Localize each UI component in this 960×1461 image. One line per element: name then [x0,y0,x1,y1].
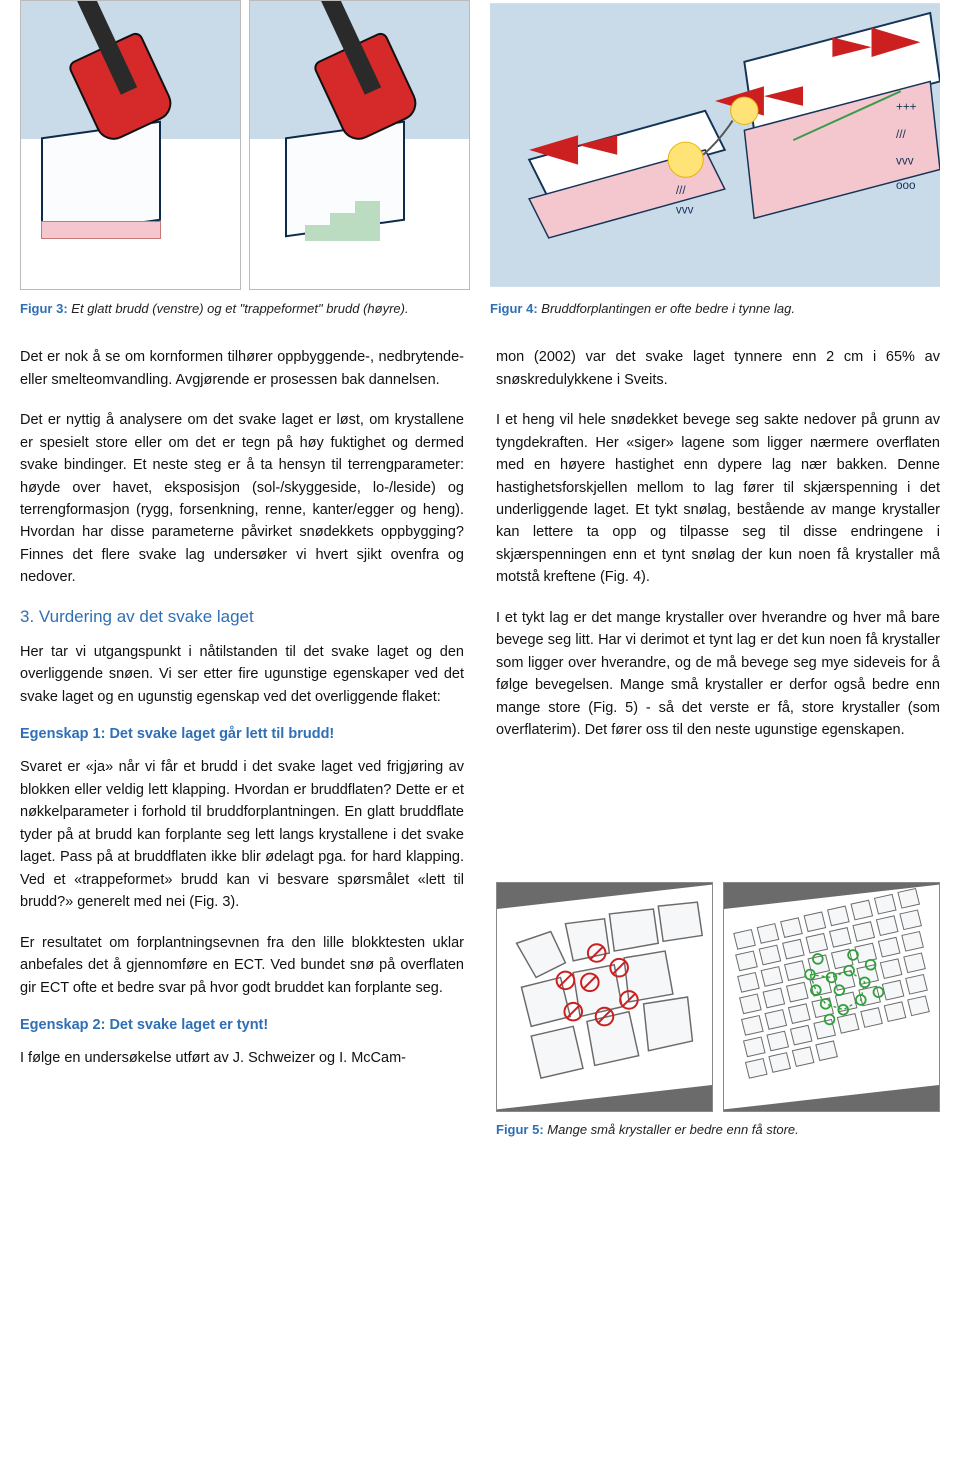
subheading-egenskap1: Egenskap 1: Det svake laget går lett til… [20,726,464,742]
right-p2: I et heng vil hele snødekket bevege seg … [496,409,940,589]
figure-3-caption-text: Et glatt brudd (venstre) og et "trappefo… [71,301,408,316]
svg-text:///: /// [896,128,907,141]
subheading-egenskap2: Egenskap 2: Det svake laget er tynt! [20,1017,464,1033]
left-p3: Her tar vi utgangspunkt i nåtilstanden t… [20,641,464,708]
figure-4-caption: Figur 4: Bruddforplantingen er ofte bedr… [490,300,940,318]
heading-vurdering: 3. Vurdering av det svake laget [20,607,464,627]
left-p5: Er resultatet om forplantningsevnen fra … [20,932,464,999]
figure-5-panel-right [723,882,940,1112]
left-p2: Det er nyttig å analysere om det svake l… [20,409,464,589]
figure-row: Figur 3: Et glatt brudd (venstre) og et … [0,0,960,318]
figure-3: Figur 3: Et glatt brudd (venstre) og et … [20,0,470,318]
figure-3-panel-left [20,0,241,290]
svg-text:vvv: vvv [676,203,694,216]
svg-text:vvv: vvv [896,155,914,168]
figure-3-caption: Figur 3: Et glatt brudd (venstre) og et … [20,300,470,318]
figure-5-panel-left [496,882,713,1112]
right-column: mon (2002) var det svake laget tynnere e… [496,346,940,1137]
svg-text:ooo: ooo [896,179,916,192]
figure-3-label: Figur 3: [20,301,68,316]
left-p4: Svaret er «ja» når vi får et brudd i det… [20,756,464,913]
figure-5-label: Figur 5: [496,1122,544,1137]
figure-4-svg: +++ /// vvv +++ /// vvv ooo [490,0,940,290]
svg-text:///: /// [676,184,687,197]
svg-text:+++: +++ [896,101,917,114]
right-p1: mon (2002) var det svake laget tynnere e… [496,346,940,391]
figure-5-caption-text: Mange små krystaller er bedre enn få sto… [547,1122,798,1137]
figure-4-caption-text: Bruddforplantingen er ofte bedre i tynne… [541,301,795,316]
right-p3: I et tykt lag er det mange krystaller ov… [496,607,940,742]
left-p1: Det er nok å se om kornformen tilhører o… [20,346,464,391]
figure-5-panels [496,882,940,1112]
figure-4: +++ /// vvv +++ /// vvv ooo [490,0,940,318]
left-p6: I følge en undersøkelse utført av J. Sch… [20,1047,464,1069]
body-columns: Det er nok å se om kornformen tilhører o… [0,318,960,1137]
left-column: Det er nok å se om kornformen tilhører o… [20,346,464,1137]
figure-3-panels [20,0,470,290]
figure-4-label: Figur 4: [490,301,538,316]
figure-3-panel-right [249,0,470,290]
figure-5-caption: Figur 5: Mange små krystaller er bedre e… [496,1122,940,1137]
